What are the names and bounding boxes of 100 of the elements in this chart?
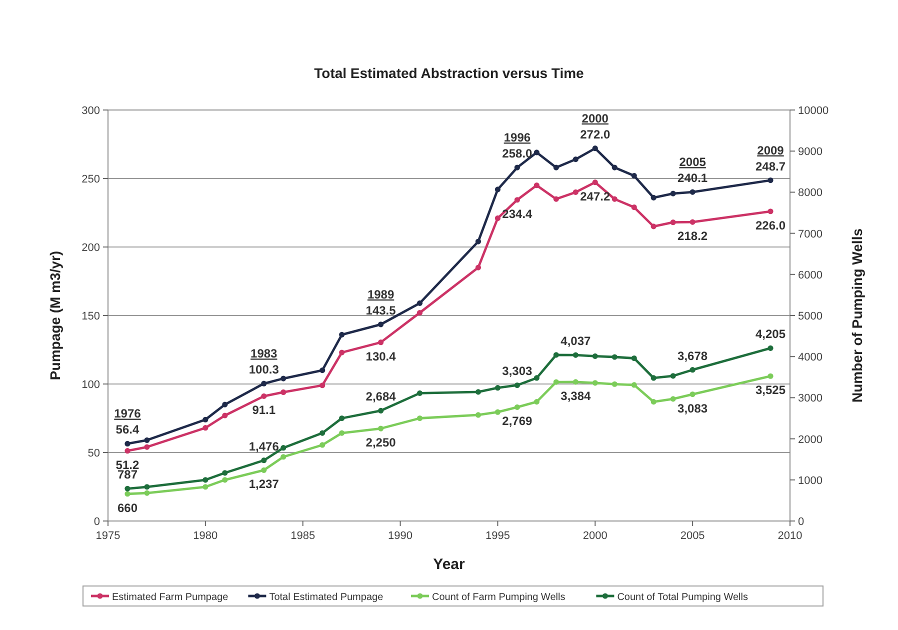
point [690,219,696,225]
point [320,442,326,448]
point [124,448,130,454]
data-label: 240.1 [678,171,708,186]
point [572,352,578,358]
annotation: 1976 [114,406,142,421]
y2-tick-label: 8000 [798,187,822,200]
point [339,350,345,356]
point [124,491,130,497]
y2-tick-label: 0 [798,516,804,528]
point [494,385,501,391]
point [650,194,656,200]
annotation: 2009 [757,143,784,158]
point [475,264,482,270]
legend-label: Total Estimated Pumpage [269,592,384,603]
point [592,180,598,186]
point [534,375,540,381]
point [202,484,208,490]
point [378,408,384,414]
point [475,412,482,418]
point [670,190,676,196]
point [144,484,150,490]
point [690,189,696,195]
data-label: 258.0 [502,146,533,161]
point [768,345,774,351]
annotation: 1996 [504,130,531,145]
point [202,425,208,431]
point [494,186,501,192]
point [222,402,228,408]
data-label: 3,083 [678,401,708,416]
y2-tick-label: 6000 [798,269,822,282]
point [222,470,228,476]
point [690,391,696,398]
point [650,375,656,381]
point [650,399,656,405]
data-label: 3,384 [560,388,591,403]
data-label: 218.2 [678,229,708,244]
data-label: 247.2 [580,189,610,204]
annotation: 1983 [250,346,278,361]
x-tick-label: 1980 [193,530,218,542]
point [768,373,774,379]
data-label: 3,303 [502,364,533,378]
point [339,332,345,338]
point [650,224,656,230]
point [261,393,267,399]
point [280,376,286,382]
point [320,430,326,436]
x-tick-label: 2000 [582,530,608,542]
y2-tick-label: 10000 [798,105,829,117]
point [378,322,384,328]
point [202,416,208,422]
point [261,467,267,473]
annotation: 1989 [367,287,394,302]
data-label: 1,476 [248,439,280,454]
point [378,340,384,346]
point [631,382,637,388]
point [494,215,501,222]
data-label: 787 [117,468,138,482]
legend-label: Count of Total Pumping Wells [617,592,748,603]
legend-label: Estimated Farm Pumpage [112,592,229,603]
x-tick-label: 2010 [778,530,802,542]
point [475,238,482,244]
point [631,355,637,362]
x-tick-label: 1985 [290,530,316,542]
point [320,368,326,374]
point [612,381,618,387]
data-label: 4,037 [560,334,591,348]
data-label: 660 [117,500,138,515]
point [534,182,540,188]
data-label: 143.5 [366,303,396,318]
point [631,172,637,179]
point [202,477,208,483]
point [339,415,345,422]
point [768,208,774,214]
y-tick-label: 200 [82,242,100,254]
point [553,164,559,170]
point [612,164,618,170]
point [416,300,423,306]
data-label: 91.1 [252,403,276,418]
point [280,445,286,451]
point [280,389,286,396]
data-label: 56.4 [116,422,140,437]
y-tick-label: 50 [88,448,100,460]
point [553,196,559,202]
x-tick-label: 1975 [96,530,120,542]
point [553,352,559,358]
data-label: 2,684 [366,390,396,404]
data-label: 1,237 [248,477,280,492]
data-label: 234.4 [502,206,533,221]
point [572,379,578,385]
point [261,458,267,464]
point [592,146,598,152]
point [475,389,482,395]
point [534,150,540,156]
point [416,390,423,396]
data-label: 272.0 [580,127,610,142]
point [124,486,130,492]
point [572,189,578,195]
annotation: 2005 [679,155,706,170]
data-label: 3,525 [756,383,786,398]
